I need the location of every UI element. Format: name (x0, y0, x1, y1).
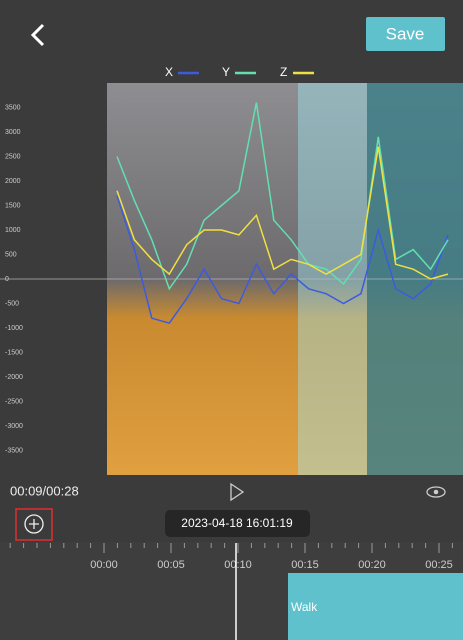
y-tick-label: 2000 (5, 178, 21, 185)
add-highlight (15, 508, 53, 541)
ruler-label: 00:20 (358, 559, 386, 571)
ruler-label: 00:05 (157, 559, 185, 571)
y-tick-label: 3500 (5, 104, 21, 111)
y-tick-label: 2500 (5, 153, 21, 160)
y-tick-label: 3000 (5, 129, 21, 136)
save-button[interactable] (366, 17, 445, 51)
segment-label: Walk (291, 600, 318, 614)
legend-label: Y (222, 65, 230, 79)
ruler-label: 00:25 (425, 559, 453, 571)
y-tick-label: 1000 (5, 227, 21, 234)
y-tick-label: -1500 (5, 349, 23, 356)
ruler-label: 00:10 (224, 559, 252, 571)
chart: 3500300025002000150010005000-500-1000-15… (0, 65, 463, 454)
ruler-label: 00:15 (291, 559, 319, 571)
visibility-toggle[interactable] (426, 486, 446, 498)
segment-block[interactable] (288, 573, 463, 640)
save-label[interactable]: Save (386, 24, 425, 43)
y-tick-label: -500 (5, 300, 19, 307)
timestamp: 2023-04-18 16:01:19 (181, 516, 293, 530)
ruler: 00:00 00:05 00:10 00:15 00:20 00:25 (9, 543, 453, 571)
y-tick-label: -2500 (5, 398, 23, 405)
time-label: 00:09/00:28 (10, 483, 79, 498)
y-tick-label: -1000 (5, 325, 23, 332)
play-button[interactable] (230, 482, 245, 502)
add-button[interactable] (24, 514, 44, 534)
series-line (116, 102, 449, 291)
series-line (116, 146, 449, 280)
y-tick-label: -3500 (5, 447, 23, 454)
y-tick-label: -3000 (5, 423, 23, 430)
timestamp-tooltip (165, 510, 310, 537)
series-line (116, 195, 449, 324)
legend-label: Z (280, 65, 287, 79)
ruler-label: 00:00 (90, 559, 118, 571)
y-tick-label: -2000 (5, 374, 23, 381)
back-button[interactable] (30, 23, 45, 47)
y-tick-label: 1500 (5, 202, 21, 209)
y-tick-label: 500 (5, 251, 17, 258)
legend-label: X (165, 65, 173, 79)
